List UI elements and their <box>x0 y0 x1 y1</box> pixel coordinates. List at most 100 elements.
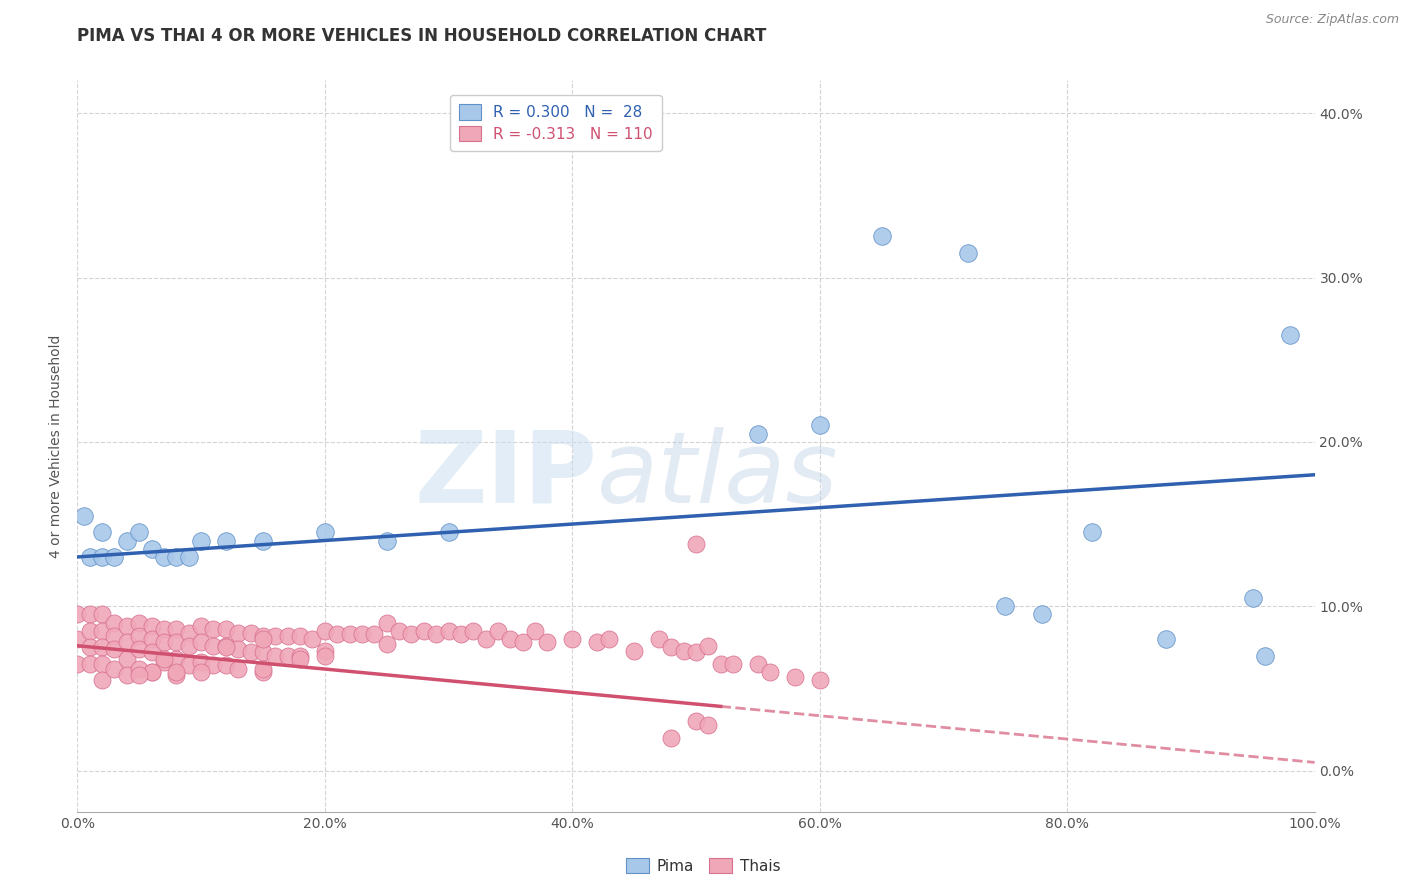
Point <box>141 665 163 679</box>
Point <box>623 643 645 657</box>
Point <box>66 607 89 622</box>
Point <box>226 642 249 657</box>
Point <box>314 525 336 540</box>
Point <box>783 670 806 684</box>
Text: Source: ZipAtlas.com: Source: ZipAtlas.com <box>1265 13 1399 27</box>
Point <box>339 627 361 641</box>
Point <box>412 624 434 638</box>
Point <box>561 632 583 647</box>
Point <box>91 624 114 638</box>
Point <box>177 639 200 653</box>
Point <box>1081 525 1104 540</box>
Point <box>252 662 274 676</box>
Point <box>79 549 101 564</box>
Point <box>115 668 138 682</box>
Point <box>66 632 89 647</box>
Point <box>288 629 311 643</box>
Point <box>277 629 299 643</box>
Point <box>141 632 163 647</box>
Point <box>103 642 125 657</box>
Point <box>128 668 150 682</box>
Point <box>103 662 125 676</box>
Point <box>153 652 176 666</box>
Point <box>499 632 522 647</box>
Point <box>202 639 225 653</box>
Point <box>141 619 163 633</box>
Point <box>536 635 558 649</box>
Point <box>165 668 187 682</box>
Point <box>91 640 114 655</box>
Point <box>165 635 187 649</box>
Point <box>288 648 311 663</box>
Point <box>91 549 114 564</box>
Point <box>202 622 225 636</box>
Point <box>277 648 299 663</box>
Point <box>350 627 373 641</box>
Point <box>672 643 695 657</box>
Point <box>808 418 831 433</box>
Point <box>79 624 101 638</box>
Point <box>128 642 150 657</box>
Point <box>314 624 336 638</box>
Point <box>685 714 707 729</box>
Point <box>128 629 150 643</box>
Point <box>252 645 274 659</box>
Point <box>252 629 274 643</box>
Point <box>190 533 212 548</box>
Point <box>215 639 238 653</box>
Point <box>215 533 238 548</box>
Point <box>697 639 720 653</box>
Point <box>91 525 114 540</box>
Point <box>177 658 200 673</box>
Point <box>1031 607 1053 622</box>
Point <box>388 624 411 638</box>
Point <box>252 533 274 548</box>
Point <box>128 615 150 630</box>
Y-axis label: 4 or more Vehicles in Household: 4 or more Vehicles in Household <box>49 334 63 558</box>
Point <box>215 640 238 655</box>
Point <box>239 625 262 640</box>
Text: atlas: atlas <box>598 426 838 524</box>
Point <box>226 625 249 640</box>
Point <box>165 622 187 636</box>
Point <box>128 525 150 540</box>
Point <box>437 624 460 638</box>
Point <box>957 245 980 260</box>
Point <box>1278 328 1301 343</box>
Point <box>747 657 769 671</box>
Point <box>165 549 187 564</box>
Point <box>226 662 249 676</box>
Point <box>103 549 125 564</box>
Point <box>994 599 1017 614</box>
Point <box>79 607 101 622</box>
Point <box>141 645 163 659</box>
Point <box>721 657 744 671</box>
Point <box>115 652 138 666</box>
Point <box>264 648 287 663</box>
Point <box>1241 591 1264 605</box>
Point <box>697 717 720 731</box>
Point <box>425 627 447 641</box>
Point <box>288 652 311 666</box>
Point <box>202 658 225 673</box>
Point <box>252 665 274 679</box>
Point <box>524 624 547 638</box>
Point <box>512 635 534 649</box>
Point <box>586 635 609 649</box>
Point <box>326 627 349 641</box>
Point <box>363 627 385 641</box>
Point <box>115 635 138 649</box>
Point <box>190 619 212 633</box>
Point <box>215 622 238 636</box>
Point <box>598 632 620 647</box>
Point <box>648 632 671 647</box>
Point <box>759 665 782 679</box>
Point <box>128 662 150 676</box>
Point <box>314 648 336 663</box>
Point <box>190 665 212 679</box>
Point <box>91 607 114 622</box>
Point <box>153 622 176 636</box>
Point <box>710 657 733 671</box>
Text: ZIP: ZIP <box>415 426 598 524</box>
Point <box>115 619 138 633</box>
